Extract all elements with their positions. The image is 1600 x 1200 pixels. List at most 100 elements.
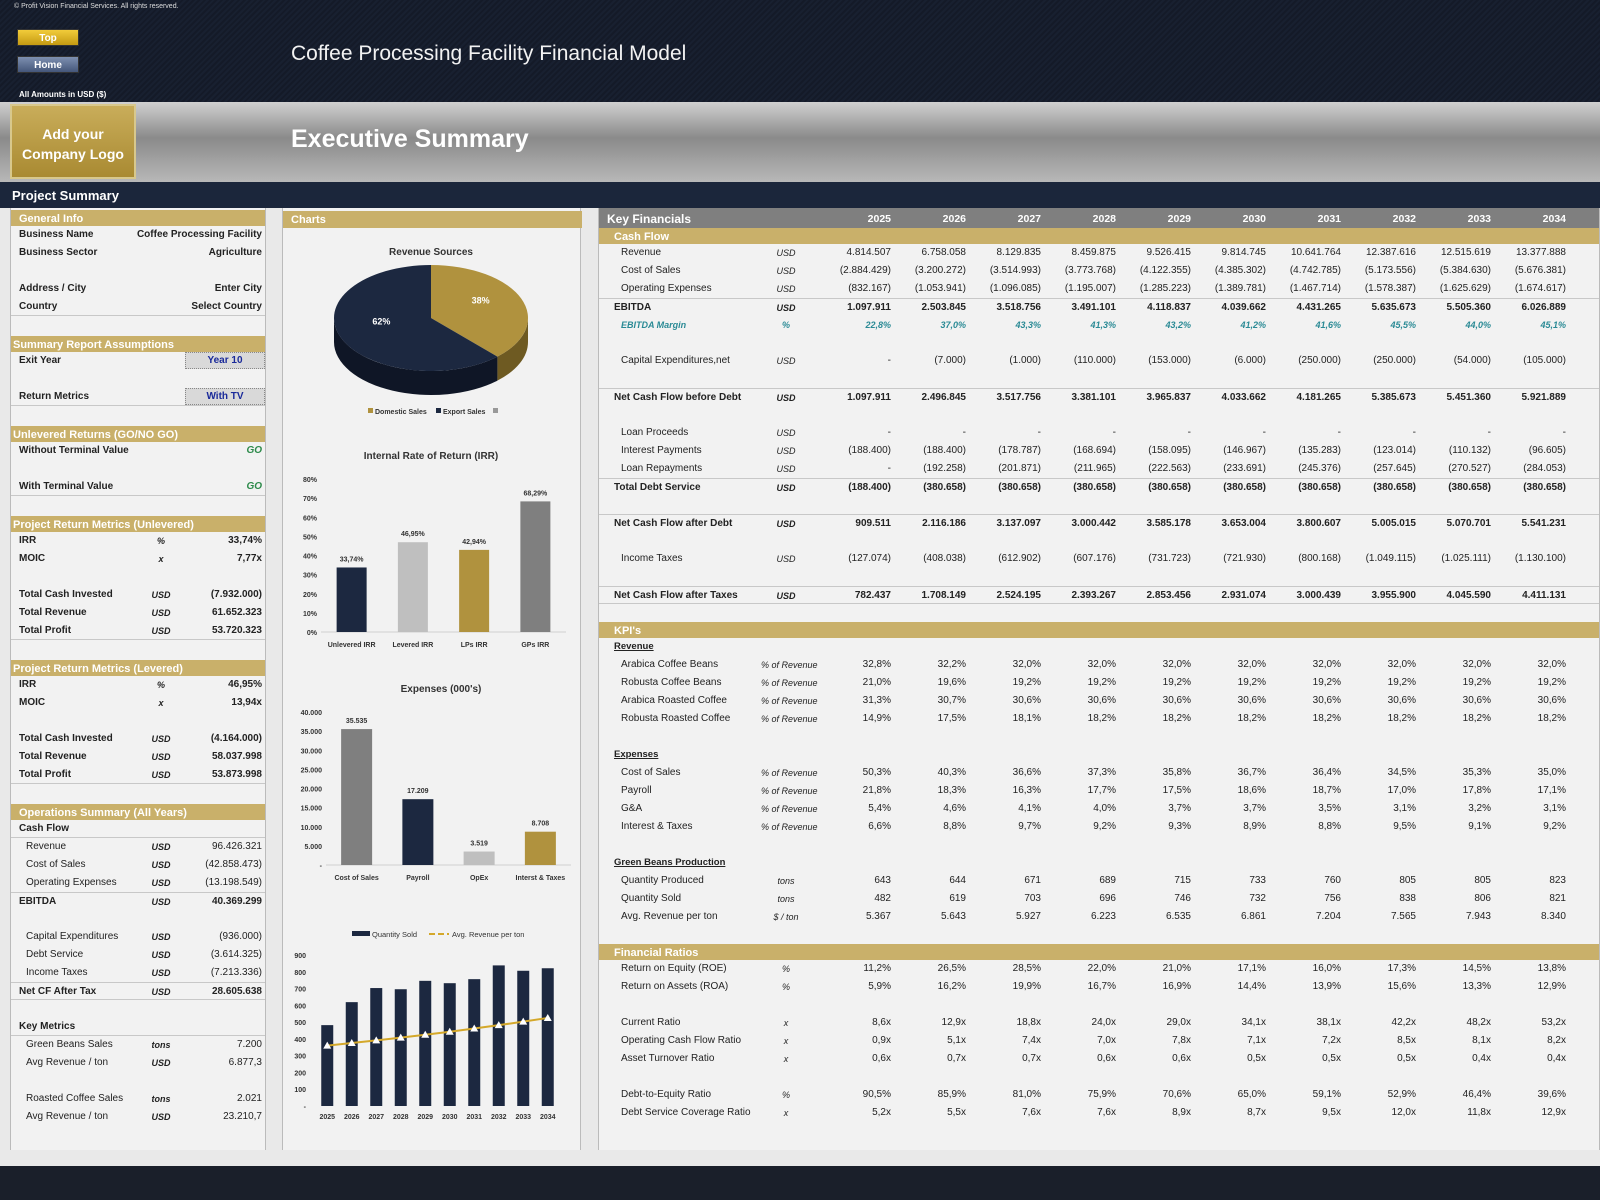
- y-tick-label: 5.000: [304, 844, 322, 851]
- summary-row-business-sector: Business Sector Agriculture: [11, 244, 265, 262]
- cell-value: (380.658): [1223, 482, 1266, 493]
- cell-value: 805: [1474, 875, 1491, 886]
- summary-row-address-city: Address / City Enter City: [11, 280, 265, 298]
- summary-row-business-name: Business Name Coffee Processing Facility: [11, 226, 265, 244]
- row-unit: USD: [151, 626, 171, 636]
- cell-value: (380.658): [1523, 482, 1566, 493]
- row-label: Capital Expenditures,net: [621, 355, 730, 366]
- cell-value: 806: [1474, 893, 1491, 904]
- cell-value: 6.223: [1090, 911, 1116, 922]
- app-title: Coffee Processing Facility Financial Mod…: [291, 42, 687, 65]
- row-label: EBITDA: [19, 896, 57, 907]
- cell-value: (1.674.617): [1514, 283, 1566, 294]
- cell-value: (211.965): [1073, 463, 1116, 474]
- row-unit: % of Revenue: [761, 804, 818, 814]
- cell-value: 6,6%: [868, 821, 891, 832]
- cell-value: (6.000): [1234, 355, 1266, 366]
- bar-levered-irr: [397, 542, 428, 632]
- row-unit: % of Revenue: [761, 786, 818, 796]
- legend-label: Export Sales: [443, 409, 486, 416]
- avg-revenue-marker: [519, 1017, 528, 1025]
- row-unit: USD: [151, 842, 171, 852]
- year-header: 2032: [1392, 213, 1416, 225]
- spacer-row: [11, 316, 265, 334]
- x-tick-label: 2031: [466, 1114, 482, 1121]
- cell-value: 746: [1174, 893, 1191, 904]
- cell-value: 19,2%: [1087, 677, 1116, 688]
- summary-row-country: Country Select Country: [11, 298, 265, 316]
- y-tick-label: 900: [294, 953, 306, 960]
- row-label: Cost of Sales: [621, 767, 681, 778]
- home-button[interactable]: Home: [17, 56, 79, 73]
- row-unit: tons: [777, 876, 795, 886]
- bar-quantity-sold: [419, 980, 432, 1106]
- row-label: Asset Turnover Ratio: [621, 1053, 715, 1064]
- spacer-row: [11, 640, 265, 658]
- bar-data-label: 3.519: [470, 841, 488, 848]
- row-unit: USD: [776, 284, 796, 294]
- go-status: GO: [246, 481, 262, 492]
- y-tick-label: 10%: [303, 611, 318, 618]
- cell-value: 0,6x: [1172, 1053, 1191, 1064]
- cell-value: 3,1%: [1543, 803, 1566, 814]
- table-row: Loan Repayments USD - (192.258) (201.871) (21…: [599, 460, 1599, 478]
- cell-value: 18,2%: [1387, 713, 1416, 724]
- row-label: Total Revenue: [19, 751, 87, 762]
- x-tick-label: Levered IRR: [392, 642, 433, 649]
- cell-value: 1.097.911: [847, 392, 891, 403]
- row-unit: $ / ton: [773, 912, 799, 922]
- table-row: Return on Assets (ROA)% 5,9% 16,2% 19,9% 16,…: [599, 978, 1599, 996]
- row-label: Quantity Sold: [621, 893, 682, 904]
- x-tick-label: Payroll: [406, 875, 429, 882]
- legend-swatch-empty: [493, 408, 498, 413]
- row-unit: USD: [776, 554, 796, 564]
- table-row: Robusta Roasted Coffee % of Revenue 14,9% 1…: [599, 710, 1599, 728]
- cell-value: 85,9%: [937, 1089, 966, 1100]
- cell-value: (5.676.381): [1514, 265, 1566, 276]
- row-unit: x: [783, 1036, 789, 1046]
- cell-value: 19,2%: [1012, 677, 1041, 688]
- row-value: (4.164.000): [210, 733, 262, 744]
- cell-value: (192.258): [923, 463, 966, 474]
- y-tick-label: 20%: [303, 592, 318, 599]
- exit-year-dropdown[interactable]: Year 10: [185, 352, 265, 369]
- row-unit: USD: [776, 591, 796, 601]
- cell-value: 13.377.888: [1515, 247, 1566, 258]
- subsection-header: Revenue: [599, 638, 1599, 656]
- cell-value: 7,4x: [1022, 1035, 1041, 1046]
- return-metrics-dropdown[interactable]: With TV: [185, 388, 265, 405]
- cell-value: (250.000): [1373, 355, 1416, 366]
- spacer-row: [599, 1068, 1599, 1086]
- row-value: 58.037.998: [211, 751, 262, 762]
- cell-value: 3,1%: [1393, 803, 1416, 814]
- pie-slice-export-sales: [333, 265, 498, 371]
- cell-value: 0,5x: [1247, 1053, 1266, 1064]
- table-row: Robusta Coffee Beans % of Revenue 21,0% 19,…: [599, 674, 1599, 692]
- row-value: (7.932.000): [210, 589, 262, 600]
- pie-data-label: 62%: [372, 317, 390, 327]
- summary-row-total-profit: Total Profit USD 53.873.998: [11, 766, 265, 784]
- row-label: Current Ratio: [621, 1017, 681, 1028]
- cell-value: 9,5%: [1393, 821, 1416, 832]
- cell-value: 4.033.662: [1221, 392, 1267, 403]
- row-unit: USD: [776, 266, 796, 276]
- row-label: Income Taxes: [621, 553, 683, 564]
- cell-value: 19,2%: [1462, 677, 1491, 688]
- cell-value: -: [1112, 427, 1116, 438]
- summary-row-exit-year: Exit Year Year 10: [11, 352, 265, 370]
- company-logo-placeholder[interactable]: Add your Company Logo: [10, 104, 136, 179]
- top-button[interactable]: Top: [17, 29, 79, 46]
- cell-value: 43,2%: [1165, 320, 1191, 330]
- spacer-row: [11, 1072, 265, 1090]
- row-label: Roasted Coffee Sales: [26, 1093, 124, 1104]
- cell-value: 1.708.149: [921, 590, 967, 601]
- row-label: Quantity Produced: [621, 875, 704, 886]
- summary-row-operating-expenses: Operating Expenses USD (13.198.549): [11, 874, 265, 892]
- summary-row-cost-of-sales: Cost of Sales USD (42.858.473): [11, 856, 265, 874]
- cell-value: 8,8%: [943, 821, 966, 832]
- year-header: 2028: [1092, 213, 1116, 225]
- cell-value: 21,0%: [1162, 963, 1191, 974]
- table-row: Arabica Coffee Beans % of Revenue 32,8% 32,…: [599, 656, 1599, 674]
- cell-value: (233.691): [1223, 463, 1266, 474]
- spacer-row: [599, 370, 1599, 388]
